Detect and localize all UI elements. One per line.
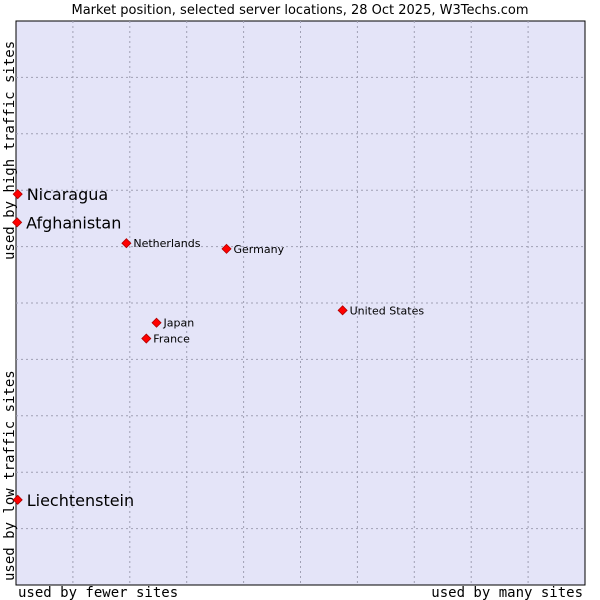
point-label-netherlands: Netherlands [133,237,200,250]
point-netherlands [121,238,132,249]
point-label-afghanistan: Afghanistan [26,213,121,232]
point-united-states [337,305,348,316]
chart-title: Market position, selected server locatio… [71,3,528,18]
data-points: Nicaragua Afghanistan Liechtenstein Netherl… [12,185,425,510]
point-nicaragua [12,189,23,200]
point-label-nicaragua: Nicaragua [27,185,109,204]
y-axis-label-bottom: used by low traffic sites [2,370,18,581]
x-axis-label-right: used by many sites [431,585,583,600]
x-axis-label-left: used by fewer sites [18,585,178,600]
point-label-united-states: United States [350,304,425,317]
point-label-france: France [153,333,190,346]
point-label-liechtenstein: Liechtenstein [27,491,134,510]
point-germany [221,243,232,254]
point-afghanistan [12,217,23,228]
y-axis-label-top: used by high traffic sites [2,41,18,260]
point-japan [151,317,162,328]
point-france [141,333,152,344]
point-label-japan: Japan [163,317,195,330]
point-label-germany: Germany [234,243,285,256]
point-liechtenstein [12,494,23,505]
grid-lines [16,21,585,585]
